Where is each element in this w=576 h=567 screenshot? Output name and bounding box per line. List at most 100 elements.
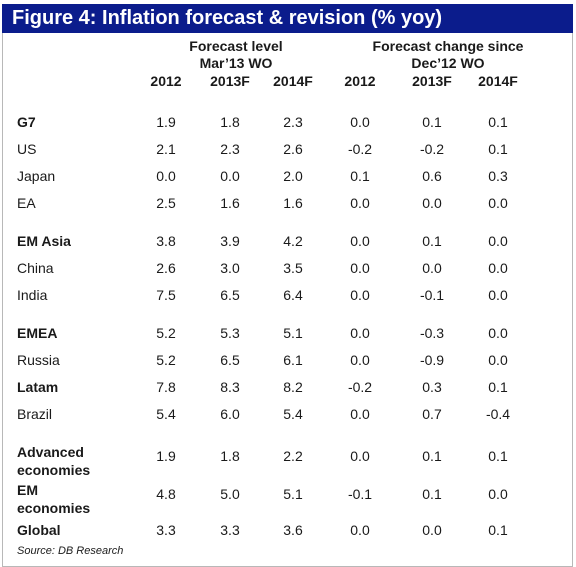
value-cell: 0.1 <box>422 448 442 464</box>
column-header: 2013F <box>412 73 452 89</box>
header-level-line1: Forecast level <box>189 38 283 54</box>
value-cell: 5.4 <box>283 406 303 422</box>
value-cell: 3.9 <box>220 233 240 249</box>
value-cell: 1.8 <box>220 114 240 130</box>
value-cell: 0.7 <box>422 406 442 422</box>
table-row: EA 2.5 1.6 1.6 0.0 0.0 0.0 <box>0 195 576 215</box>
table-row: EMEA 5.2 5.3 5.1 0.0 -0.3 0.0 <box>0 325 576 345</box>
row-label: EA <box>17 195 36 211</box>
value-cell: 8.3 <box>220 379 240 395</box>
value-cell: 2.3 <box>220 141 240 157</box>
value-cell: 5.1 <box>283 486 303 502</box>
row-label: US <box>17 141 37 157</box>
table-row: Russia 5.2 6.5 6.1 0.0 -0.9 0.0 <box>0 352 576 372</box>
value-cell: 0.1 <box>488 379 508 395</box>
value-cell: 0.0 <box>350 352 370 368</box>
value-cell: 0.0 <box>350 233 370 249</box>
value-cell: 3.8 <box>156 233 176 249</box>
header-change-line2: Dec’12 WO <box>411 55 485 71</box>
value-cell: 3.3 <box>220 522 240 538</box>
value-cell: 0.3 <box>422 379 442 395</box>
value-cell: 0.0 <box>156 168 176 184</box>
value-cell: 0.1 <box>422 114 442 130</box>
row-label: EMEA <box>17 325 58 341</box>
value-cell: -0.9 <box>419 352 445 368</box>
header-level-line2: Mar’13 WO <box>199 55 273 71</box>
value-cell: 0.0 <box>488 486 508 502</box>
value-cell: 1.9 <box>156 114 176 130</box>
value-cell: 8.2 <box>283 379 303 395</box>
value-cell: 0.1 <box>488 522 508 538</box>
row-label: Russia <box>17 352 60 368</box>
value-cell: 2.6 <box>283 141 303 157</box>
row-label: India <box>17 287 48 303</box>
row-label: G7 <box>17 114 36 130</box>
value-cell: 0.0 <box>488 195 508 211</box>
column-header: 2014F <box>478 73 518 89</box>
table-row: Japan 0.0 0.0 2.0 0.1 0.6 0.3 <box>0 168 576 188</box>
value-cell: 0.0 <box>220 168 240 184</box>
column-header: 2013F <box>210 73 250 89</box>
value-cell: 5.3 <box>220 325 240 341</box>
row-label: Latam <box>17 379 59 395</box>
row-label: EM economies <box>17 482 91 516</box>
value-cell: -0.2 <box>347 379 373 395</box>
value-cell: -0.3 <box>419 325 445 341</box>
value-cell: 2.1 <box>156 141 176 157</box>
column-header: 2012 <box>344 73 376 89</box>
value-cell: 0.3 <box>488 168 508 184</box>
value-cell: 3.0 <box>220 260 240 276</box>
table-row: Latam 7.8 8.3 8.2 -0.2 0.3 0.1 <box>0 379 576 399</box>
row-label: China <box>17 260 54 276</box>
value-cell: 0.0 <box>350 260 370 276</box>
row-label: Brazil <box>17 406 53 422</box>
value-cell: 1.8 <box>220 448 240 464</box>
value-cell: 5.4 <box>156 406 176 422</box>
value-cell: 7.5 <box>156 287 176 303</box>
value-cell: 6.0 <box>220 406 240 422</box>
value-cell: 2.6 <box>156 260 176 276</box>
table-row: US 2.1 2.3 2.6 -0.2 -0.2 0.1 <box>0 141 576 161</box>
value-cell: 0.0 <box>350 406 370 422</box>
value-cell: 0.0 <box>422 195 442 211</box>
value-cell: -0.2 <box>419 141 445 157</box>
value-cell: 0.1 <box>488 114 508 130</box>
value-cell: 1.6 <box>220 195 240 211</box>
value-cell: 3.5 <box>283 260 303 276</box>
row-label: Global <box>17 522 61 538</box>
value-cell: 0.1 <box>488 448 508 464</box>
value-cell: 4.8 <box>156 486 176 502</box>
value-cell: 0.0 <box>488 260 508 276</box>
row-label: Japan <box>17 168 56 184</box>
value-cell: 0.0 <box>488 287 508 303</box>
value-cell: 1.9 <box>156 448 176 464</box>
value-cell: 0.0 <box>350 325 370 341</box>
row-label: EM Asia <box>17 233 71 249</box>
table-row: China 2.6 3.0 3.5 0.0 0.0 0.0 <box>0 260 576 280</box>
row-label: Advanced economies <box>17 444 91 478</box>
value-cell: 0.0 <box>350 287 370 303</box>
value-cell: 0.0 <box>350 448 370 464</box>
value-cell: 0.1 <box>350 168 370 184</box>
value-cell: 7.8 <box>156 379 176 395</box>
value-cell: 4.2 <box>283 233 303 249</box>
value-cell: 6.5 <box>220 352 240 368</box>
column-header: 2012 <box>150 73 182 89</box>
table-row: India 7.5 6.5 6.4 0.0 -0.1 0.0 <box>0 287 576 307</box>
figure-title-bar: Figure 4: Inflation forecast & revision … <box>2 4 573 33</box>
value-cell: 0.0 <box>422 522 442 538</box>
table-row: Brazil 5.4 6.0 5.4 0.0 0.7 -0.4 <box>0 406 576 426</box>
value-cell: 0.1 <box>422 233 442 249</box>
value-cell: 5.0 <box>220 486 240 502</box>
value-cell: 0.1 <box>422 486 442 502</box>
value-cell: 0.0 <box>350 114 370 130</box>
value-cell: 5.1 <box>283 325 303 341</box>
value-cell: 0.6 <box>422 168 442 184</box>
value-cell: 1.6 <box>283 195 303 211</box>
value-cell: 5.2 <box>156 325 176 341</box>
value-cell: 2.2 <box>283 448 303 464</box>
table-row: Advanced economies 1.9 1.8 2.2 0.0 0.1 0.1 <box>0 444 576 478</box>
value-cell: 6.4 <box>283 287 303 303</box>
table-row: EM Asia 3.8 3.9 4.2 0.0 0.1 0.0 <box>0 233 576 253</box>
table-row: EM economies 4.8 5.0 5.1 -0.1 0.1 0.0 <box>0 482 576 516</box>
